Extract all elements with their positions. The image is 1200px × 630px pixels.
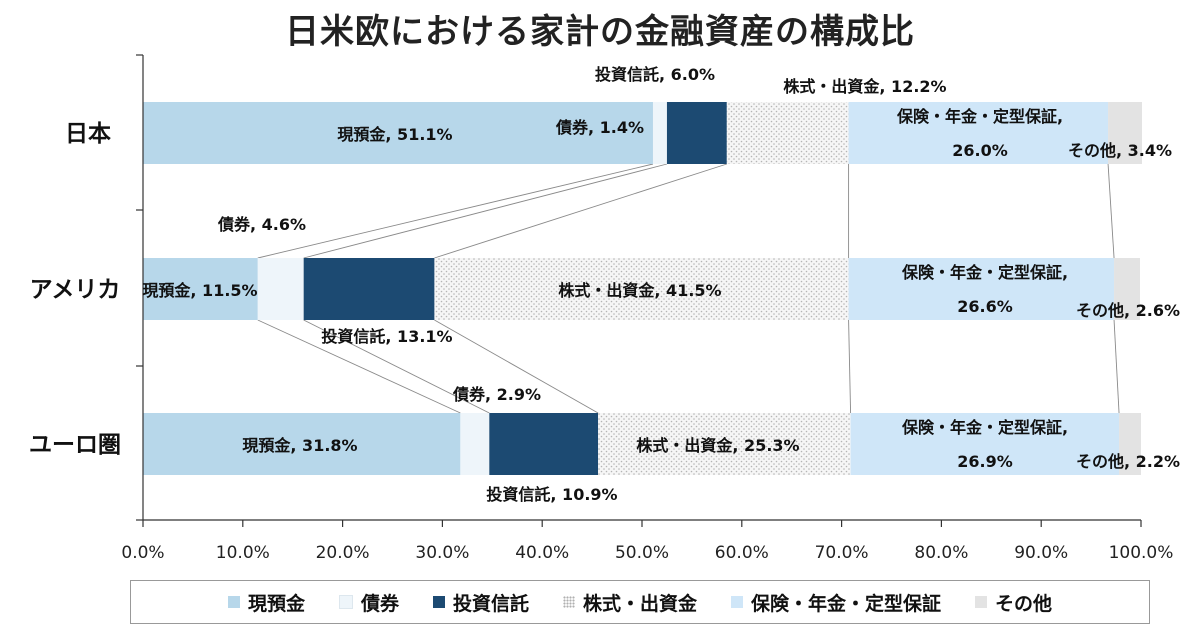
- x-tick-label: 20.0%: [316, 543, 370, 563]
- data-label: その他, 3.4%: [1068, 141, 1172, 160]
- data-label: 保険・年金・定型保証,: [896, 107, 1063, 126]
- bar-2-3: [598, 413, 851, 475]
- data-label: 投資信託, 6.0%: [595, 65, 715, 84]
- bar-0-5: [1108, 102, 1142, 164]
- bar-2-1: [460, 413, 490, 475]
- data-label: 保険・年金・定型保証,: [901, 418, 1068, 437]
- series-line: [848, 319, 852, 414]
- bar-2-0: [143, 413, 461, 475]
- bar-0-2: [666, 102, 727, 164]
- x-tick-label: 70.0%: [815, 543, 869, 563]
- stacked-bar-chart: 0.0% 10.0% 20.0% 30.0% 40.0% 50.0% 60.0% 70.0% 8…: [29, 54, 1180, 563]
- legend-item: その他: [975, 589, 1052, 616]
- x-tick-label: 60.0%: [715, 543, 769, 563]
- x-tick-label: 50.0%: [615, 543, 669, 563]
- x-tick-label: 80.0%: [914, 543, 968, 563]
- bar-group: [143, 102, 1142, 475]
- bar-2-5: [1119, 413, 1141, 475]
- data-label: その他, 2.2%: [1076, 452, 1180, 471]
- bar-2-4: [850, 413, 1120, 475]
- bar-1-3: [434, 258, 849, 320]
- legend-label: 現預金: [247, 592, 305, 615]
- legend-label: その他: [995, 592, 1053, 615]
- data-label: 現預金, 51.1%: [337, 125, 452, 144]
- bar-0-0: [143, 102, 653, 164]
- data-label: 26.0%: [952, 141, 1008, 160]
- legend-swatch: [731, 596, 744, 608]
- legend-swatch: [227, 596, 240, 608]
- axes: 0.0% 10.0% 20.0% 30.0% 40.0% 50.0% 60.0% 70.0% 8…: [121, 54, 1174, 563]
- category-label: 日本: [65, 121, 111, 147]
- bar-0-4: [848, 102, 1109, 164]
- data-label: 現預金, 11.5%: [142, 281, 257, 300]
- x-tick-label: 10.0%: [216, 543, 270, 563]
- data-label: 保険・年金・定型保証,: [901, 263, 1068, 282]
- bar-0-1: [652, 102, 667, 164]
- legend-label: 株式・出資金: [583, 592, 698, 615]
- legend-swatch: [975, 596, 988, 608]
- bar-2-2: [489, 413, 599, 475]
- legend-swatch: [432, 596, 445, 608]
- data-label: 株式・出資金, 25.3%: [636, 436, 799, 455]
- series-line: [1107, 163, 1115, 259]
- x-tick-label: 0.0%: [121, 543, 164, 563]
- data-label: 投資信託, 10.9%: [486, 485, 617, 504]
- data-label: 26.6%: [957, 297, 1013, 316]
- legend-swatch: [563, 596, 575, 608]
- series-line: [303, 319, 490, 414]
- data-label: 投資信託, 13.1%: [321, 327, 452, 346]
- legend-label: 投資信託: [452, 592, 529, 615]
- bar-1-4: [848, 258, 1115, 320]
- legend-label: 保険・年金・定型保証: [751, 592, 942, 615]
- series-line: [257, 163, 654, 259]
- x-tick-label: 40.0%: [515, 543, 569, 563]
- data-label: その他, 2.6%: [1076, 301, 1180, 320]
- category-label: ユーロ圏: [29, 432, 121, 458]
- legend-item: 現預金: [227, 589, 305, 616]
- data-label: 債券, 4.6%: [217, 215, 306, 234]
- chart-title: 日米欧における家計の金融資産の構成比: [285, 12, 915, 52]
- bar-1-0: [143, 258, 258, 320]
- x-tick-label: 100.0%: [1109, 543, 1174, 563]
- legend-label: 債券: [360, 592, 399, 615]
- series-lines: [257, 163, 1120, 414]
- x-tick-label: 90.0%: [1014, 543, 1068, 563]
- category-label: アメリカ: [30, 277, 121, 303]
- legend-item: 債券: [338, 589, 399, 616]
- data-label: 株式・出資金, 41.5%: [558, 281, 721, 300]
- bar-0-3: [726, 102, 849, 164]
- legend-item: 株式・出資金: [563, 589, 697, 616]
- legend: 現預金 債券 投資信託 株式・出資金 保険・年金・定型保証 その他: [130, 580, 1150, 624]
- legend-swatch: [338, 595, 353, 609]
- bar-1-5: [1114, 258, 1141, 320]
- bar-1-1: [257, 258, 304, 320]
- data-label: 債券, 2.9%: [452, 385, 541, 404]
- series-line: [434, 163, 727, 259]
- data-label: 債券, 1.4%: [555, 118, 644, 137]
- data-label: 株式・出資金, 12.2%: [783, 77, 946, 96]
- x-tick-label: 30.0%: [415, 543, 469, 563]
- data-label: 現預金, 31.8%: [242, 436, 357, 455]
- series-line: [434, 319, 599, 414]
- series-line: [303, 163, 668, 259]
- series-line: [257, 319, 461, 414]
- bar-1-2: [303, 258, 435, 320]
- data-label: 26.9%: [957, 452, 1013, 471]
- legend-item: 投資信託: [432, 589, 529, 616]
- series-line: [1113, 319, 1120, 414]
- legend-item: 保険・年金・定型保証: [731, 589, 941, 616]
